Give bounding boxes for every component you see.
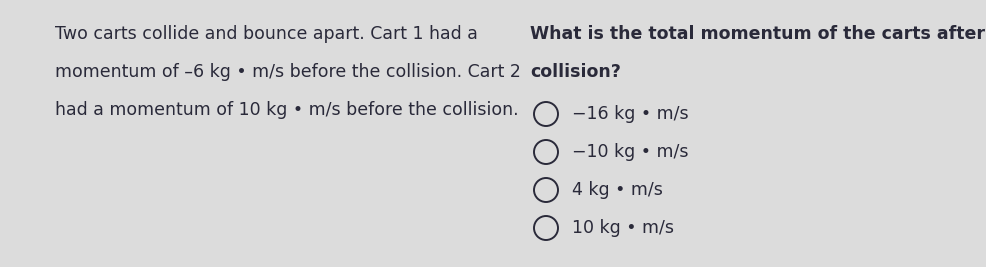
Text: 4 kg • m/s: 4 kg • m/s (572, 181, 663, 199)
Text: momentum of –6 kg • m/s before the collision. Cart 2: momentum of –6 kg • m/s before the colli… (55, 63, 521, 81)
Text: −10 kg • m/s: −10 kg • m/s (572, 143, 688, 161)
Text: −16 kg • m/s: −16 kg • m/s (572, 105, 688, 123)
Text: had a momentum of 10 kg • m/s before the collision.: had a momentum of 10 kg • m/s before the… (55, 101, 518, 119)
Text: 10 kg • m/s: 10 kg • m/s (572, 219, 673, 237)
Text: collision?: collision? (529, 63, 620, 81)
Text: Two carts collide and bounce apart. Cart 1 had a: Two carts collide and bounce apart. Cart… (55, 25, 477, 43)
Text: What is the total momentum of the carts after the: What is the total momentum of the carts … (529, 25, 986, 43)
